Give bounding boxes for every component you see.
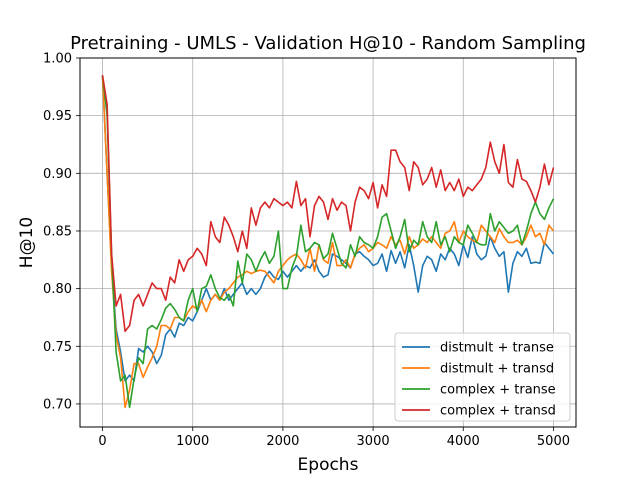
series-line-distmult-transe — [101, 75, 555, 382]
x-tick-label: 4000 — [447, 434, 480, 449]
legend-label: complex + transe — [440, 383, 556, 398]
x-tick-label: 0 — [98, 434, 106, 449]
y-tick-label: 0.80 — [43, 282, 72, 297]
x-tick-label: 1000 — [176, 434, 209, 449]
legend-label: complex + transd — [440, 404, 556, 419]
series-line-complex-transe — [101, 75, 555, 409]
x-axis-label: Epochs — [298, 455, 359, 475]
x-tick-label: 2000 — [266, 434, 299, 449]
y-tick-label: 0.75 — [43, 340, 72, 355]
legend-label: distmult + transe — [440, 341, 554, 356]
plot-frame — [79, 57, 577, 428]
legend-label: distmult + transd — [440, 362, 554, 377]
y-axis-label: H@10 — [17, 217, 37, 268]
y-tick-label: 0.90 — [43, 167, 72, 182]
y-tick-label: 1.00 — [43, 52, 72, 67]
axis-ticks: 0 1000 2000 3000 4000 5000 0.70 0.75 0.80 0.85 0.9… — [43, 52, 570, 450]
y-tick-label: 0.95 — [43, 109, 72, 124]
series-lines — [101, 75, 555, 409]
legend: distmult + transe distmult + transd comple… — [394, 332, 571, 422]
y-tick-label: 0.85 — [43, 224, 72, 239]
series-line-distmult-transd — [101, 75, 555, 409]
x-tick-label: 3000 — [357, 434, 390, 449]
x-tick-label: 5000 — [537, 434, 570, 449]
series-line-complex-transd — [101, 75, 555, 333]
chart-title: Pretraining - UMLS - Validation H@10 - R… — [70, 33, 586, 54]
legend-box — [394, 332, 571, 422]
y-tick-label: 0.70 — [43, 397, 72, 412]
